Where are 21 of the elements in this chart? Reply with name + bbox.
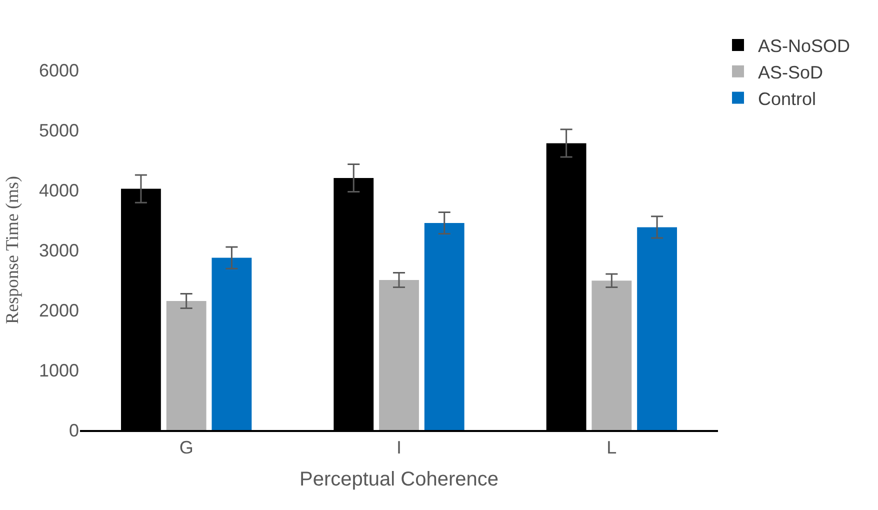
x-tick-label: I	[396, 438, 402, 458]
y-axis-title: Response Time (ms)	[2, 176, 22, 324]
x-tick-label: G	[179, 438, 194, 458]
legend-label: Control	[758, 88, 816, 109]
y-tick-label: 4000	[38, 180, 79, 200]
y-tick-label: 1000	[38, 360, 79, 380]
legend-label: AS-SoD	[758, 62, 824, 82]
bar	[379, 280, 419, 430]
y-tick-label: 5000	[38, 120, 79, 140]
x-tick-label: L	[606, 438, 617, 458]
bar	[592, 280, 632, 430]
x-axis-title: Perceptual Coherence	[299, 468, 499, 491]
bar	[212, 258, 252, 430]
y-tick-label: 2000	[38, 300, 79, 320]
y-tick-label: 6000	[38, 60, 79, 80]
y-tick-label: 3000	[38, 240, 79, 260]
bar	[166, 301, 206, 430]
bar	[424, 223, 464, 430]
bar	[637, 227, 677, 430]
legend-label: AS-NoSOD	[758, 36, 850, 56]
y-tick-label: 0	[68, 420, 79, 440]
